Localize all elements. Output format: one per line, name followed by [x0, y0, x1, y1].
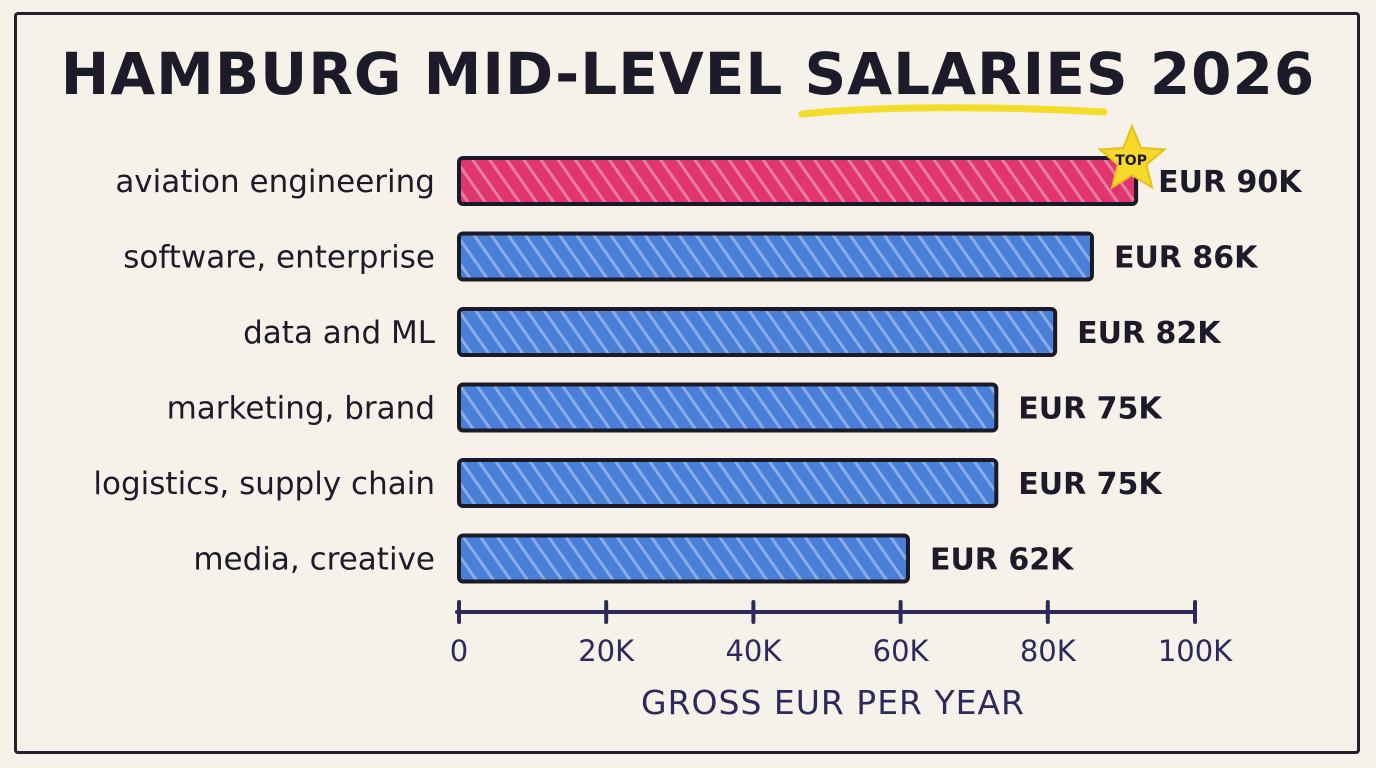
x-axis-title: GROSS EUR PER YEAR [641, 683, 1025, 722]
category-label-2: data and ML [243, 315, 436, 351]
top-badge-label: TOP [1115, 153, 1147, 169]
bar-0 [457, 156, 1139, 206]
value-label-0: EUR 90K [1158, 165, 1303, 200]
bar-1 [457, 231, 1094, 282]
title-highlight-underline [798, 104, 1108, 118]
bar-4 [457, 458, 999, 508]
bar-3 [457, 382, 999, 433]
category-label-4: logistics, supply chain [93, 466, 435, 502]
x-tick-label-4: 80K [1020, 634, 1077, 668]
x-tick-label-2: 40K [725, 634, 782, 668]
category-label-3: marketing, brand [167, 391, 435, 427]
category-label-1: software, enterprise [123, 240, 435, 276]
chart-frame [14, 12, 1360, 754]
x-tick-label-1: 20K [578, 634, 635, 668]
bar-5 [457, 533, 910, 584]
bar-2 [457, 307, 1058, 357]
value-label-5: EUR 62K [930, 543, 1075, 578]
x-tick-label-3: 60K [873, 634, 930, 668]
value-label-1: EUR 86K [1114, 241, 1259, 276]
value-label-4: EUR 75K [1018, 467, 1163, 502]
category-label-0: aviation engineering [115, 164, 435, 200]
top-star-icon [1097, 123, 1168, 190]
chart-title: HAMBURG MID-LEVEL SALARIES 2026 [60, 40, 1316, 108]
value-label-2: EUR 82K [1077, 316, 1222, 351]
x-tick-label-0: 0 [450, 634, 468, 668]
x-tick-label-5: 100K [1158, 634, 1233, 668]
value-label-3: EUR 75K [1018, 392, 1163, 427]
category-label-5: media, creative [193, 542, 435, 578]
